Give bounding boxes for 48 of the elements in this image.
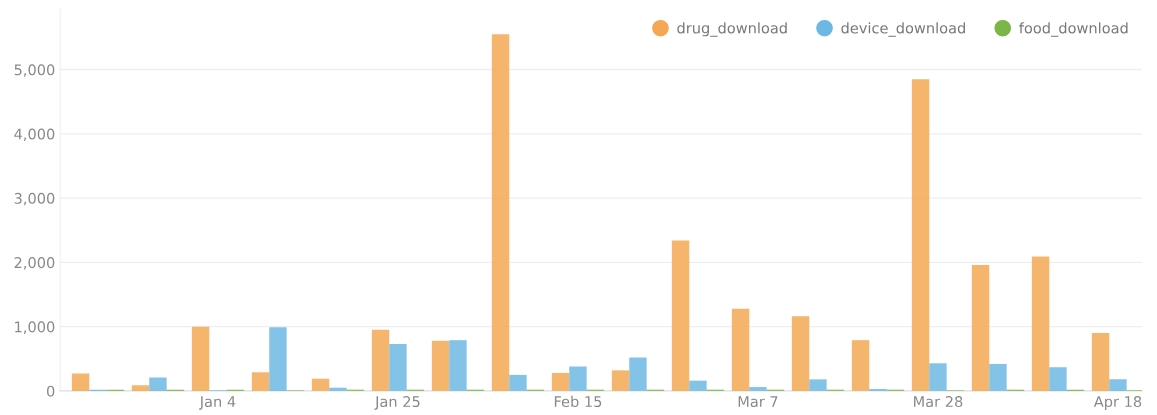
y-tick-label: 2,000 — [14, 257, 55, 270]
x-tick-label: Mar 28 — [914, 396, 963, 408]
bar — [1031, 256, 1050, 391]
bar — [71, 373, 90, 391]
y-tick-label: 1,000 — [15, 321, 55, 334]
legend-label: device_download — [841, 22, 965, 37]
y-tick-label: 4,000 — [14, 128, 55, 142]
bar — [269, 327, 287, 391]
legend-label: food_download — [1019, 22, 1128, 37]
bar — [1091, 333, 1110, 391]
x-tick-label: Mar 7 — [738, 396, 778, 408]
bar — [671, 240, 690, 391]
bar — [329, 387, 347, 391]
bar — [629, 357, 647, 391]
bar — [509, 374, 527, 391]
bar — [929, 363, 947, 391]
x-tick-label: Jan 4 — [199, 396, 236, 410]
bar — [551, 372, 570, 391]
bar — [311, 378, 330, 391]
legend-label: drug_download — [677, 22, 787, 37]
bar — [389, 344, 407, 391]
bar — [191, 326, 210, 391]
x-tick-label: Jan 25 — [374, 396, 420, 410]
x-tick-label: Apr 18 — [1093, 396, 1142, 410]
bar — [149, 377, 167, 391]
bar — [131, 385, 150, 391]
bar — [371, 329, 390, 391]
y-tick-label: 0 — [46, 385, 55, 397]
bar — [569, 366, 587, 391]
bar — [809, 379, 827, 391]
bar — [731, 308, 750, 391]
bar — [251, 372, 270, 391]
x-tick-label: Feb 15 — [554, 395, 602, 408]
bar — [1049, 367, 1067, 391]
bar — [971, 264, 990, 391]
bar — [491, 34, 510, 391]
bar — [449, 340, 467, 391]
bar — [911, 79, 930, 391]
bar — [689, 380, 707, 391]
bar — [611, 370, 630, 391]
bar — [851, 340, 870, 391]
bar — [1109, 379, 1127, 391]
bar — [749, 387, 767, 391]
y-tick-label: 5,000 — [14, 64, 55, 77]
bar — [791, 316, 810, 391]
bar — [989, 363, 1007, 391]
y-tick-label: 3,000 — [14, 192, 55, 206]
bar — [431, 340, 450, 391]
